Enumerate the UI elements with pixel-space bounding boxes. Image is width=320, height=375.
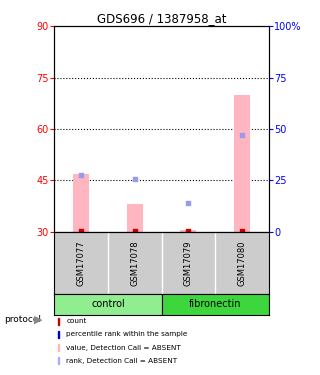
Point: [132, 228, 137, 234]
Text: percentile rank within the sample: percentile rank within the sample: [66, 332, 188, 338]
Text: value, Detection Call = ABSENT: value, Detection Call = ABSENT: [66, 345, 181, 351]
Text: control: control: [91, 299, 125, 309]
Text: GSM17078: GSM17078: [130, 240, 139, 286]
Text: GSM17080: GSM17080: [237, 240, 246, 286]
Bar: [58, 318, 59, 325]
Point: [239, 228, 244, 234]
Bar: [58, 357, 59, 364]
Point: [79, 228, 84, 234]
Bar: [58, 344, 59, 351]
Text: ▶: ▶: [34, 315, 42, 324]
Text: GSM17077: GSM17077: [77, 240, 86, 286]
Text: GSM17079: GSM17079: [184, 240, 193, 286]
Point: [186, 200, 191, 206]
Text: rank, Detection Call = ABSENT: rank, Detection Call = ABSENT: [66, 358, 177, 364]
Text: protocol: protocol: [4, 315, 41, 324]
Bar: [73, 174, 89, 232]
Point: [186, 228, 191, 234]
Point: [132, 176, 137, 182]
Text: fibronectin: fibronectin: [189, 299, 242, 309]
Bar: [234, 95, 250, 232]
Text: count: count: [66, 318, 87, 324]
Bar: [127, 204, 143, 232]
Point: [79, 172, 84, 178]
Point: [239, 132, 244, 138]
Bar: [180, 230, 196, 232]
Bar: [58, 331, 59, 338]
Title: GDS696 / 1387958_at: GDS696 / 1387958_at: [97, 12, 226, 25]
